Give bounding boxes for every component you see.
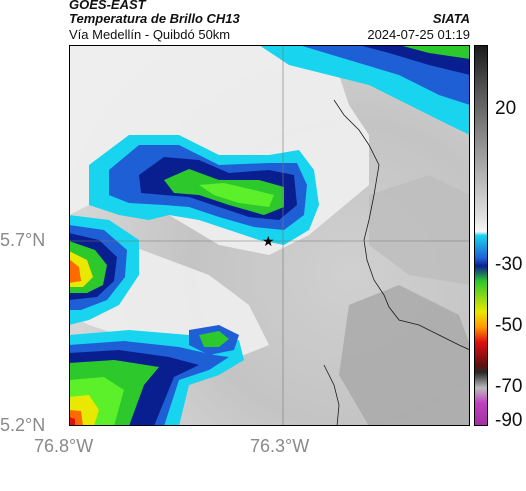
colorbar xyxy=(474,45,488,426)
colorbar-tick: -30 xyxy=(495,254,523,275)
map-frame xyxy=(69,45,470,426)
timestamp-label: 2024-07-25 01:19 xyxy=(367,27,470,42)
lon-label: 76.3°W xyxy=(250,436,310,456)
star-marker: ★ xyxy=(262,233,275,249)
organization-label: SIATA xyxy=(432,11,470,26)
colorbar-tick: -70 xyxy=(495,376,523,397)
satellite-title: GOES-EAST xyxy=(69,0,146,12)
satellite-map: ★ xyxy=(69,45,470,426)
lat-label: 5.7°N xyxy=(0,230,46,250)
border-line xyxy=(333,99,470,351)
product-title: Temperatura de Brillo CH13 xyxy=(69,11,240,26)
lon-label: 76.8°W xyxy=(34,436,94,456)
colorbar-tick: -50 xyxy=(495,315,523,336)
lat-label: 5.2°N xyxy=(0,415,46,435)
colorbar-tick: -90 xyxy=(495,410,523,431)
colorbar-tick: 20 xyxy=(495,98,517,119)
area-subtitle: Vía Medellín - Quibdó 50km xyxy=(69,27,231,42)
